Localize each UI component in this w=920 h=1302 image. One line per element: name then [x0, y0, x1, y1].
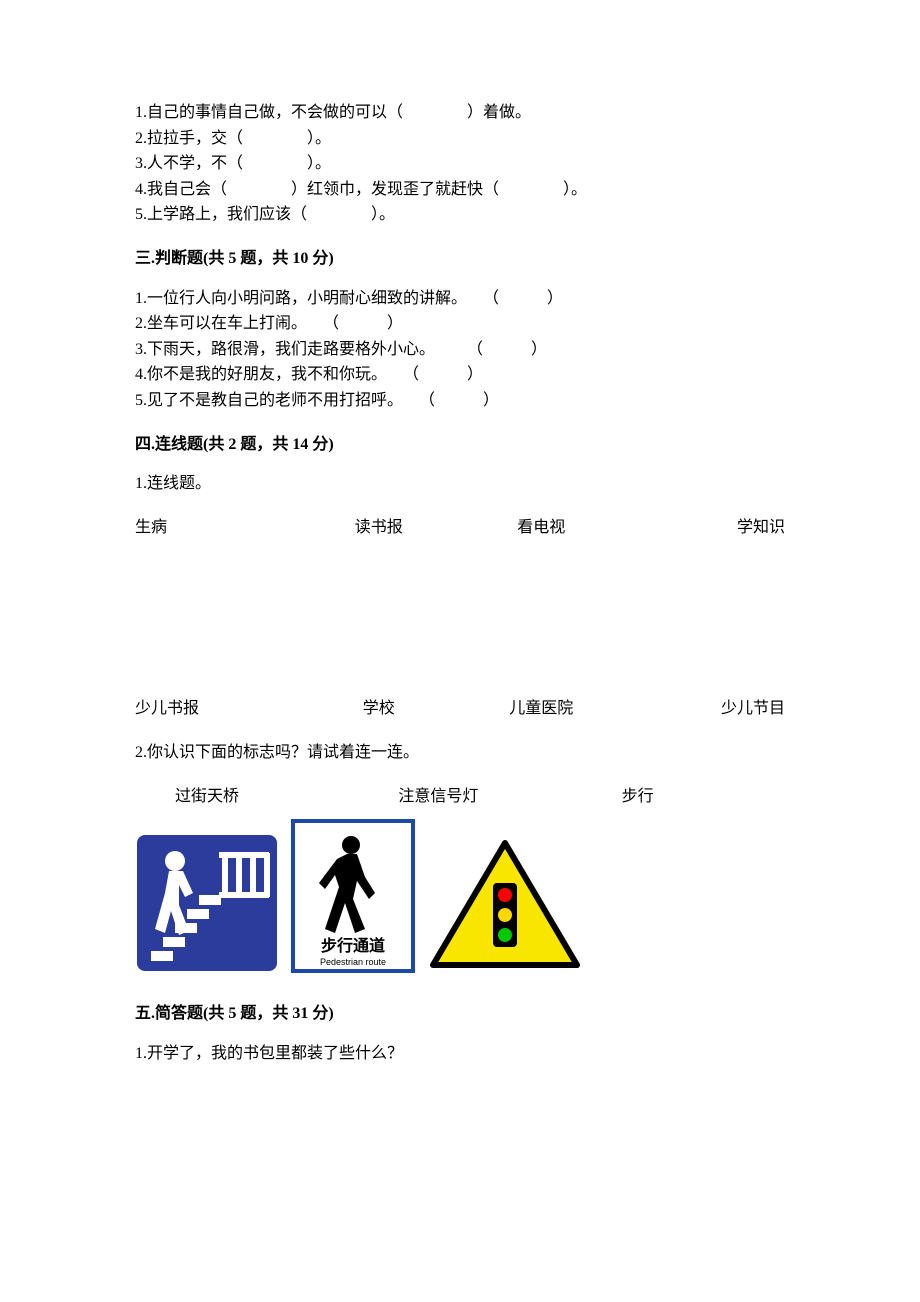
- match1-bottom-0: 少儿书报: [135, 696, 298, 722]
- judge-q5: 5.见了不是教自己的老师不用打招呼。 （ ）: [135, 388, 785, 414]
- match2-label-0: 过街天桥: [175, 784, 338, 810]
- traffic-light-sign-icon: [427, 837, 583, 973]
- match2-title: 2.你认识下面的标志吗？请试着连一连。: [135, 740, 785, 766]
- match2-label-1: 注意信号灯: [398, 784, 561, 810]
- pedestrian-sign-icon: 步行通道 Pedestrian route: [291, 819, 415, 973]
- section4-heading: 四.连线题(共 2 题，共 14 分): [135, 432, 785, 458]
- judge-q3: 3.下雨天，路很滑，我们走路要格外小心。 （ ）: [135, 337, 785, 363]
- judge-q2: 2.坐车可以在车上打闹。 （ ）: [135, 311, 785, 337]
- fill-q3: 3.人不学，不（ ）。: [135, 151, 785, 177]
- match1-top-row: 生病 读书报 看电视 学知识: [135, 515, 785, 541]
- overpass-sign-icon: [135, 833, 279, 973]
- fill-q1: 1.自己的事情自己做，不会做的可以（ ）着做。: [135, 100, 785, 126]
- match1-top-1: 读书报: [298, 515, 461, 541]
- match1-top-2: 看电视: [460, 515, 623, 541]
- match1-title: 1.连线题。: [135, 471, 785, 497]
- match1-top-0: 生病: [135, 515, 298, 541]
- match1-spacer: [135, 558, 785, 678]
- match1-bottom-1: 学校: [298, 696, 461, 722]
- fill-q2: 2.拉拉手，交（ ）。: [135, 126, 785, 152]
- match1-bottom-3: 少儿节目: [623, 696, 786, 722]
- pedestrian-sign-subtext: Pedestrian route: [320, 957, 386, 967]
- judge-q1: 1.一位行人向小明问路，小明耐心细致的讲解。 （ ）: [135, 286, 785, 312]
- fill-q5: 5.上学路上，我们应该（ ）。: [135, 202, 785, 228]
- match2-label-2: 步行: [622, 784, 785, 810]
- match1-bottom-2: 儿童医院: [460, 696, 623, 722]
- section3-heading: 三.判断题(共 5 题，共 10 分): [135, 246, 785, 272]
- judge-q4: 4.你不是我的好朋友，我不和你玩。 （ ）: [135, 362, 785, 388]
- match2-label-row: 过街天桥 注意信号灯 步行: [175, 784, 785, 810]
- short-q1: 1.开学了，我的书包里都装了些什么？: [135, 1041, 785, 1067]
- fill-q4: 4.我自己会（ ）红领巾，发现歪了就赶快（ ）。: [135, 177, 785, 203]
- page: 1.自己的事情自己做，不会做的可以（ ）着做。 2.拉拉手，交（ ）。 3.人不…: [0, 0, 920, 1302]
- pedestrian-sign-text: 步行通道: [321, 936, 385, 955]
- section5-heading: 五.简答题(共 5 题，共 31 分): [135, 1001, 785, 1027]
- signs-row: 步行通道 Pedestrian route: [135, 819, 785, 973]
- match1-top-3: 学知识: [623, 515, 786, 541]
- match1-bottom-row: 少儿书报 学校 儿童医院 少儿节目: [135, 696, 785, 722]
